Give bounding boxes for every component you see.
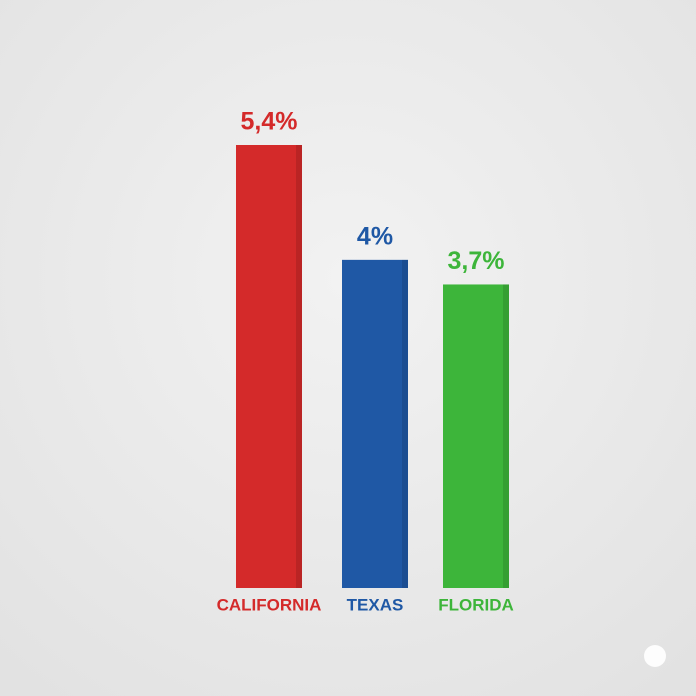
category-label: FLORIDA xyxy=(438,595,514,614)
bar xyxy=(443,284,509,588)
value-label: 3,7% xyxy=(448,247,505,275)
value-label: 4% xyxy=(357,222,393,250)
bar xyxy=(342,259,408,588)
category-label: TEXAS xyxy=(347,595,404,614)
category-label: CALIFORNIA xyxy=(217,595,322,614)
value-label: 5,4% xyxy=(241,108,298,136)
bar-shade xyxy=(296,145,302,588)
watermark-icon xyxy=(644,645,666,667)
bar-shade xyxy=(503,284,509,588)
bar-shade xyxy=(402,259,408,588)
bar xyxy=(236,145,302,588)
